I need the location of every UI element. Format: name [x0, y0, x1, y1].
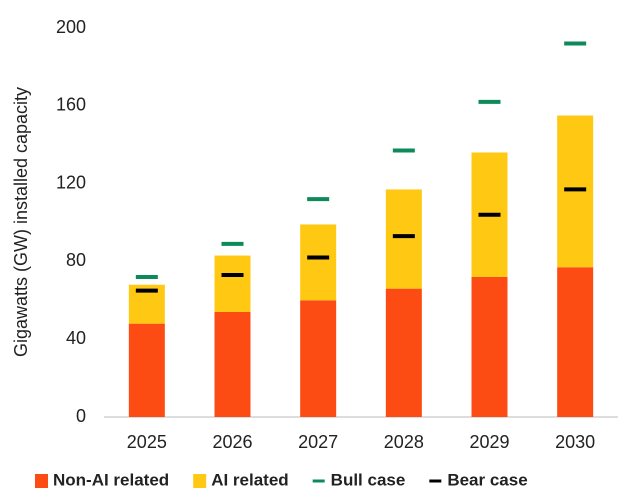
y-tick-label: 200	[56, 17, 86, 37]
x-tick-label: 2028	[384, 432, 424, 452]
x-tick-label: 2030	[555, 432, 595, 452]
y-tick-label: 120	[56, 172, 86, 192]
legend-label: Bear case	[447, 470, 527, 489]
bar	[214, 255, 251, 312]
bar	[471, 276, 508, 417]
y-tick-label: 40	[66, 328, 86, 348]
bar	[300, 300, 337, 417]
x-tick-label: 2026	[212, 432, 252, 452]
legend-swatch	[193, 474, 207, 488]
x-tick-label: 2029	[469, 432, 509, 452]
legend-label: Non-AI related	[53, 470, 169, 489]
y-tick-label: 160	[56, 95, 86, 115]
bar	[128, 323, 165, 417]
y-tick-label: 0	[76, 406, 86, 426]
y-tick-label: 80	[66, 250, 86, 270]
bar	[385, 288, 422, 417]
legend-label: Bull case	[331, 470, 406, 489]
y-axis-title: Gigawatts (GW) installed capacity	[11, 87, 31, 357]
bar	[557, 267, 594, 417]
x-tick-label: 2027	[298, 432, 338, 452]
legend-label: AI related	[211, 470, 288, 489]
bar	[214, 311, 251, 417]
bar	[300, 224, 337, 301]
x-tick-label: 2025	[127, 432, 167, 452]
bar	[385, 189, 422, 289]
legend-swatch	[35, 474, 48, 488]
